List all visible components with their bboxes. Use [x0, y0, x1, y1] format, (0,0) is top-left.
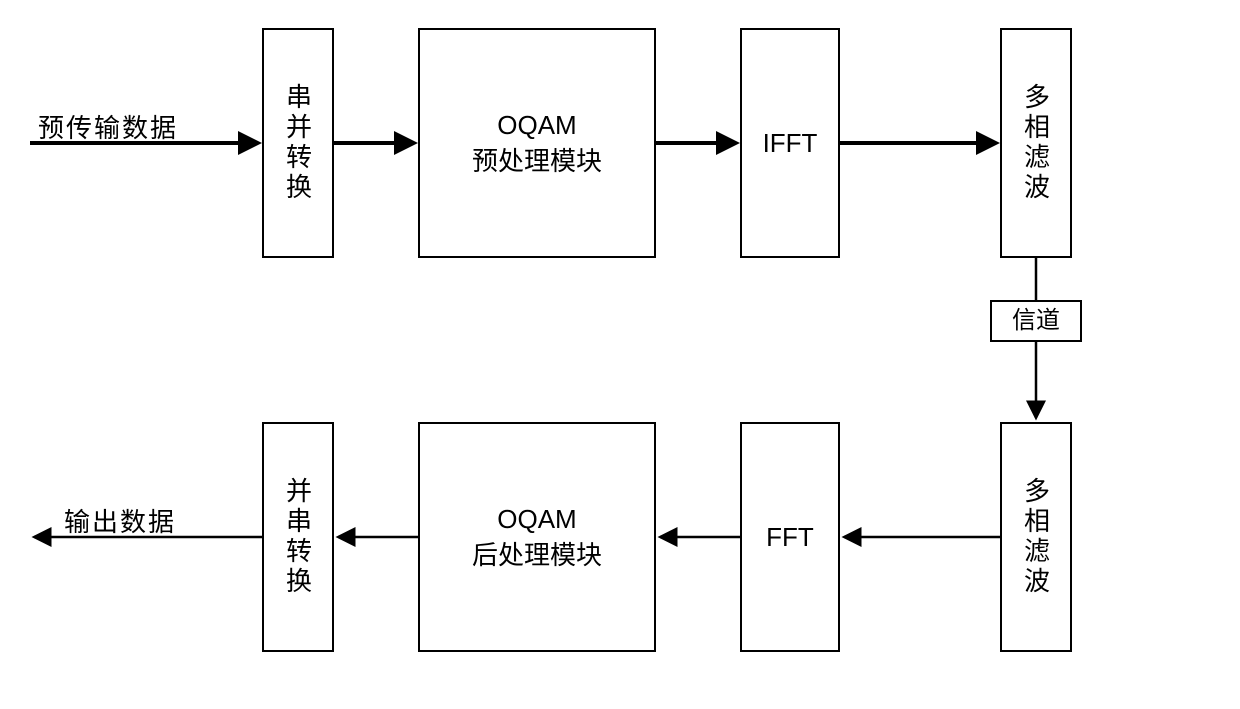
input-label: 预传输数据 [38, 108, 178, 145]
block-polyphase-tx-text: 多相滤波 [1018, 83, 1055, 203]
block-ifft: IFFT [740, 28, 840, 258]
block-sp-conversion-text: 串并转换 [280, 83, 317, 203]
block-ifft-text: IFFT [763, 125, 818, 161]
block-oqam-preprocess: OQAM 预处理模块 [418, 28, 656, 258]
block-channel: 信道 [990, 300, 1082, 342]
block-ps-conversion: 并串转换 [262, 422, 334, 652]
block-oqam-postprocess: OQAM 后处理模块 [418, 422, 656, 652]
block-ps-conversion-text: 并串转换 [280, 477, 317, 597]
output-label: 输出数据 [64, 502, 176, 539]
block-fft-text: FFT [766, 519, 814, 555]
block-polyphase-tx: 多相滤波 [1000, 28, 1072, 258]
block-polyphase-rx: 多相滤波 [1000, 422, 1072, 652]
block-polyphase-rx-text: 多相滤波 [1018, 477, 1055, 597]
block-oqam-postprocess-text: OQAM 后处理模块 [472, 501, 602, 574]
block-fft: FFT [740, 422, 840, 652]
block-channel-text: 信道 [1012, 304, 1060, 338]
block-oqam-preprocess-text: OQAM 预处理模块 [472, 107, 602, 180]
block-sp-conversion: 串并转换 [262, 28, 334, 258]
